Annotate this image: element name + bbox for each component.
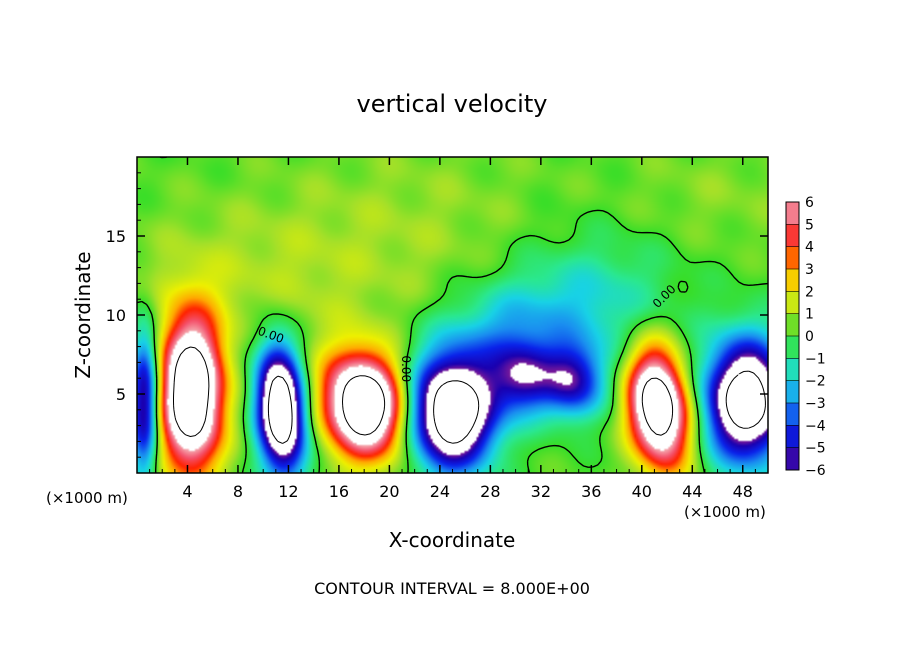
colorbar-segment <box>786 224 799 248</box>
colorbar-tick-label: 6 <box>805 195 814 211</box>
colorbar-tick-label: −6 <box>805 463 826 479</box>
negative-contour-line <box>267 370 766 444</box>
colorbar-segment <box>786 380 799 404</box>
y-tick-labels: 5 10 15 <box>106 227 126 404</box>
colorbar-segment <box>786 202 799 225</box>
colorbar-tick-label: −1 <box>805 351 826 367</box>
x-tick-label: 28 <box>480 482 500 501</box>
colorbar-segment <box>786 246 799 270</box>
y-tick-label: 5 <box>116 385 126 404</box>
colorbar-tick-label: −2 <box>805 374 826 390</box>
y-axis-label: Z-coordinate <box>71 251 95 378</box>
x-tick-label: 48 <box>733 482 753 501</box>
x-tick-label: 40 <box>632 482 652 501</box>
x-tick-label: 16 <box>329 482 349 501</box>
x-axis-label: X-coordinate <box>389 528 516 552</box>
colorbar-tick-label: 3 <box>805 262 814 278</box>
x-tick-label: 44 <box>682 482 702 501</box>
x-unit-label: (×1000 m) <box>684 503 766 521</box>
x-tick-label: 4 <box>182 482 192 501</box>
colorbar-segment <box>786 358 799 382</box>
plot-area: 0.000.000.00 <box>136 156 769 474</box>
colorbar-tick-label: 0 <box>805 329 814 345</box>
colorbar-tick-label: −3 <box>805 396 826 412</box>
colorbar-tick-label: 2 <box>805 284 814 300</box>
colorbar-tick-label: −4 <box>805 418 826 434</box>
colorbar-segment <box>786 313 799 337</box>
y-tick-label: 10 <box>106 306 126 325</box>
colorbar <box>785 201 800 471</box>
colorbar-segment <box>786 425 799 449</box>
x-tick-labels: 4 8 12 16 20 24 28 32 36 40 44 48 <box>182 482 753 501</box>
zero-contour-line <box>136 156 769 474</box>
x-tick-label: 24 <box>430 482 450 501</box>
axis-ticks <box>137 157 768 473</box>
contour-interval-note: CONTOUR INTERVAL = 8.000E+00 <box>314 579 590 598</box>
x-tick-label: 36 <box>581 482 601 501</box>
colorbar-segment <box>786 403 799 426</box>
x-tick-label: 8 <box>233 482 243 501</box>
y-tick-label: 15 <box>106 227 126 246</box>
x-tick-label: 32 <box>531 482 551 501</box>
colorbar-segment <box>786 447 799 471</box>
colorbar-labels: 6 5 4 3 2 1 0 −1 −2 −3 −4 −5 −6 <box>805 195 826 479</box>
colorbar-segment <box>786 291 799 315</box>
colorbar-segment <box>786 269 799 292</box>
x-tick-label: 12 <box>278 482 298 501</box>
y-unit-label: (×1000 m) <box>46 489 128 507</box>
velocity-field-heatmap <box>137 157 768 473</box>
colorbar-tick-label: −5 <box>805 441 826 457</box>
contour-label: 0.00 <box>399 355 413 382</box>
positive-contour-line <box>173 346 674 437</box>
colorbar-segment <box>786 336 799 359</box>
chart-title: vertical velocity <box>357 90 548 118</box>
x-tick-label: 20 <box>379 482 399 501</box>
colorbar-tick-label: 5 <box>805 217 814 233</box>
colorbar-tick-label: 1 <box>805 307 814 323</box>
colorbar-tick-label: 4 <box>805 240 814 256</box>
